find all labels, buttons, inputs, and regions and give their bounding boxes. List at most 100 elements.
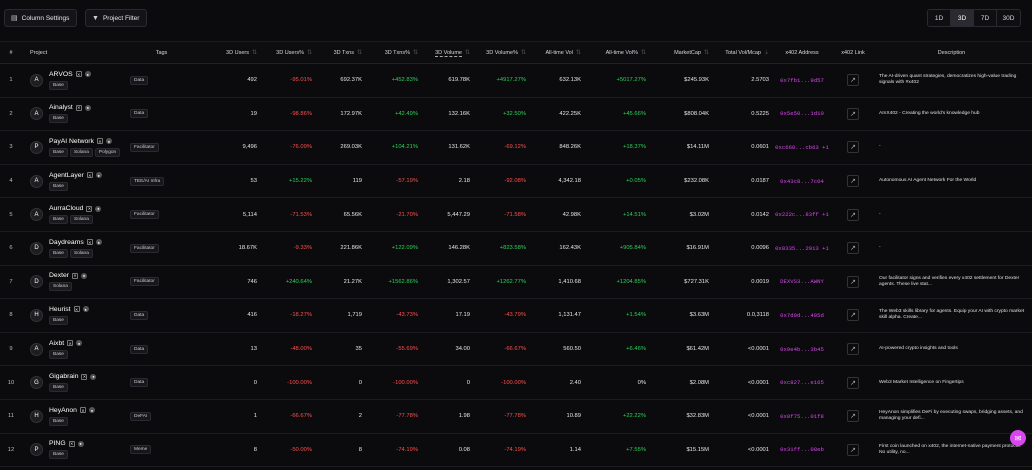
external-link-icon[interactable]: ↗	[847, 410, 859, 423]
x-social-icon[interactable]: ✕	[75, 104, 82, 111]
column-settings-button[interactable]: ▤ Column Settings	[4, 9, 77, 27]
external-link-icon[interactable]: ↗	[847, 107, 859, 120]
project-cell[interactable]: G Gigabrain ✕ ● Base	[26, 365, 126, 400]
table-row[interactable]: 3 P PayAI Network ✕ ● Base Solana Polygon Fa…	[0, 130, 1032, 165]
project-cell[interactable]: A Ainalyst ✕ ● Base	[26, 97, 126, 132]
chat-support-icon[interactable]: ✉	[1010, 430, 1026, 446]
x-social-icon[interactable]: ✕	[67, 340, 74, 347]
x402-address[interactable]: 0xc827...e165	[773, 365, 835, 400]
table-row[interactable]: 12 P PING ✕ ● Base Meme 8 -50.00% 8 -74.19…	[0, 433, 1032, 468]
project-name[interactable]: Daydreams	[49, 238, 84, 246]
external-link-icon[interactable]: ↗	[847, 242, 859, 255]
x-social-icon[interactable]: ✕	[86, 172, 93, 179]
website-icon[interactable]: ●	[105, 138, 112, 145]
external-link-icon[interactable]: ↗	[847, 208, 859, 221]
project-name[interactable]: PING	[49, 440, 66, 448]
website-icon[interactable]: ●	[95, 172, 102, 179]
header-users[interactable]: 3D Users ⇅	[201, 41, 261, 64]
project-name[interactable]: Gigabrain	[49, 373, 79, 381]
timeframe-3d[interactable]: 3D	[951, 10, 974, 26]
x-social-icon[interactable]: ✕	[79, 407, 86, 414]
header-marketcap[interactable]: MarketCap ⇅	[650, 41, 713, 64]
header-vol-mcap[interactable]: Total Vol/Mcap ⇣	[713, 41, 773, 64]
project-cell[interactable]: H Heurist ✕ ● Base	[26, 298, 126, 333]
table-row[interactable]: 9 A Aixbt ✕ ● Base Data 13 -48.00% 35 -55.…	[0, 332, 1032, 367]
website-icon[interactable]: ●	[90, 373, 97, 380]
header-txns-pct[interactable]: 3D Txns% ⇅	[366, 41, 422, 64]
x-social-icon[interactable]: ✕	[68, 440, 75, 447]
table-row[interactable]: 10 G Gigabrain ✕ ● Base Data 0 -100.00% 0 …	[0, 365, 1032, 400]
project-name[interactable]: Aixbt	[49, 339, 65, 347]
x402-address[interactable]: 0x7fb1...9d57	[773, 63, 835, 98]
project-cell[interactable]: A AurraCloud ✕ ● Base Solana	[26, 197, 126, 232]
project-name[interactable]: AgentLayer	[49, 171, 84, 179]
timeframe-30d[interactable]: 30D	[997, 10, 1020, 26]
table-row[interactable]: 7 D Dexter ✕ ● Solana Facilitator 746 +240…	[0, 265, 1032, 300]
project-cell[interactable]: D Dexter ✕ ● Solana	[26, 265, 126, 300]
x-social-icon[interactable]: ✕	[86, 205, 93, 212]
table-row[interactable]: 2 A Ainalyst ✕ ● Base Data 19 -98.86% 172.…	[0, 97, 1032, 132]
x402-address[interactable]: 0x31ff...08eb	[773, 433, 835, 468]
x-social-icon[interactable]: ✕	[81, 373, 88, 380]
external-link-icon[interactable]: ↗	[847, 275, 859, 288]
x402-address[interactable]: 0x7d9d...405d	[773, 298, 835, 333]
x-social-icon[interactable]: ✕	[75, 71, 82, 78]
x402-address[interactable]: 0x5e50...1d10	[773, 97, 835, 132]
x-social-icon[interactable]: ✕	[72, 272, 79, 279]
project-cell[interactable]: A AgentLayer ✕ ● Base	[26, 164, 126, 199]
project-cell[interactable]: H HeyAnon ✕ ● Base	[26, 399, 126, 434]
x402-address[interactable]: 0xc669...cb63 +1	[773, 130, 835, 165]
external-link-icon[interactable]: ↗	[847, 175, 859, 188]
project-cell[interactable]: D Daydreams ✕ ● Base Solana	[26, 231, 126, 266]
external-link-icon[interactable]: ↗	[847, 309, 859, 322]
project-cell[interactable]: P PING ✕ ● Base	[26, 433, 126, 468]
website-icon[interactable]: ●	[88, 407, 95, 414]
timeframe-7d[interactable]: 7D	[974, 10, 997, 26]
project-cell[interactable]: P PayAI Network ✕ ● Base Solana Polygon	[26, 130, 126, 165]
table-row[interactable]: 8 H Heurist ✕ ● Base Data 416 -18.27% 1,71…	[0, 298, 1032, 333]
table-row[interactable]: 11 H HeyAnon ✕ ● Base DeFAI 1 -66.67% 2 -7…	[0, 399, 1032, 434]
external-link-icon[interactable]: ↗	[847, 443, 859, 456]
x402-address[interactable]: 0x8335...2913 +1	[773, 231, 835, 266]
x-social-icon[interactable]: ✕	[73, 306, 80, 313]
header-alltime-vol[interactable]: All-time Vol ⇅	[530, 41, 585, 64]
website-icon[interactable]: ●	[95, 205, 102, 212]
x-social-icon[interactable]: ✕	[96, 138, 103, 145]
website-icon[interactable]: ●	[81, 272, 88, 279]
header-volume[interactable]: 3D Volume ⇅	[422, 41, 474, 64]
x402-address[interactable]: 0x222c...83ff +1	[773, 197, 835, 232]
website-icon[interactable]: ●	[84, 104, 91, 111]
project-name[interactable]: PayAI Network	[49, 137, 94, 145]
table-row[interactable]: 4 A AgentLayer ✕ ● Base TEE/AI Infra 53 +1…	[0, 164, 1032, 199]
header-alltime-vol-pct[interactable]: All-time Vol% ⇅	[585, 41, 650, 64]
website-icon[interactable]: ●	[76, 340, 83, 347]
website-icon[interactable]: ●	[82, 306, 89, 313]
x402-address[interactable]: 0x43c8...7c04	[773, 164, 835, 199]
project-name[interactable]: Dexter	[49, 272, 70, 280]
x-social-icon[interactable]: ✕	[86, 239, 93, 246]
website-icon[interactable]: ●	[95, 239, 102, 246]
header-volume-pct[interactable]: 3D Volume% ⇅	[474, 41, 530, 64]
website-icon[interactable]: ●	[77, 440, 84, 447]
header-users-pct[interactable]: 3D Users% ⇅	[261, 41, 316, 64]
external-link-icon[interactable]: ↗	[847, 376, 859, 389]
table-row[interactable]: 5 A AurraCloud ✕ ● Base Solana Facilitator …	[0, 197, 1032, 232]
external-link-icon[interactable]: ↗	[847, 74, 859, 87]
x402-address[interactable]: 0x0f75...01f8	[773, 399, 835, 434]
project-name[interactable]: HeyAnon	[49, 406, 77, 414]
external-link-icon[interactable]: ↗	[847, 141, 859, 154]
project-filter-button[interactable]: ▼ Project Filter	[85, 9, 147, 27]
x402-address[interactable]: DEXVS3...AWNY	[773, 265, 835, 300]
project-name[interactable]: ARVOS	[49, 70, 73, 78]
project-name[interactable]: Ainalyst	[49, 104, 73, 112]
website-icon[interactable]: ●	[84, 71, 91, 78]
table-row[interactable]: 6 D Daydreams ✕ ● Base Solana Facilitator 1…	[0, 231, 1032, 266]
header-txns[interactable]: 3D Txns ⇅	[316, 41, 366, 64]
x402-address[interactable]: 0x9e4b...3b45	[773, 332, 835, 367]
project-name[interactable]: Heurist	[49, 305, 71, 313]
table-row[interactable]: 1 A ARVOS ✕ ● Base Data 492 -95.01% 692.37…	[0, 63, 1032, 98]
project-cell[interactable]: A ARVOS ✕ ● Base	[26, 63, 126, 98]
project-cell[interactable]: A Aixbt ✕ ● Base	[26, 332, 126, 367]
project-name[interactable]: AurraCloud	[49, 205, 84, 213]
external-link-icon[interactable]: ↗	[847, 343, 859, 356]
